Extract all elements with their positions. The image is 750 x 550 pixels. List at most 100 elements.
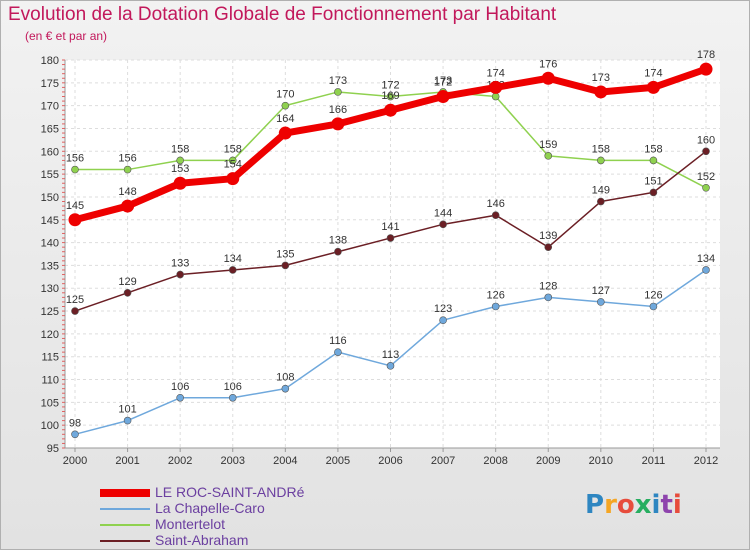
y-tick-label: 100	[41, 420, 59, 432]
data-label: 158	[592, 143, 610, 155]
data-label: 149	[592, 185, 610, 197]
data-point	[278, 126, 292, 140]
data-point	[491, 92, 500, 101]
chart-subtitle: (en € et par an)	[25, 29, 108, 43]
data-point	[228, 266, 237, 274]
data-point	[334, 88, 342, 96]
y-tick-label: 110	[41, 375, 59, 387]
legend-swatch	[100, 489, 150, 497]
line-chart: 95 100 105 110 115 120 125 130 135 140 145 150 155 16…	[41, 49, 720, 467]
data-label: 108	[276, 372, 294, 384]
data-label: 156	[66, 153, 84, 165]
data-point	[436, 90, 450, 104]
x-tick-label: 2011	[642, 455, 666, 467]
data-point	[68, 213, 82, 227]
data-point	[491, 302, 500, 311]
x-tick-label: 2009	[536, 455, 560, 467]
data-label: 145	[66, 200, 84, 212]
data-point	[597, 298, 605, 306]
y-tick-label: 155	[41, 169, 59, 181]
data-point	[281, 101, 290, 110]
data-point	[71, 165, 79, 174]
data-label: 166	[329, 104, 347, 116]
y-tick-label: 120	[41, 329, 59, 341]
data-point	[176, 270, 184, 279]
data-label: 154	[224, 159, 242, 171]
y-tick-label: 135	[41, 260, 59, 272]
data-label: 172	[434, 77, 452, 89]
x-tick-label: 2012	[694, 455, 718, 467]
data-point	[702, 266, 710, 274]
y-tick-label: 150	[41, 192, 59, 204]
x-tick-label: 2004	[273, 455, 297, 467]
data-point	[491, 211, 500, 219]
y-tick-label: 160	[41, 146, 59, 158]
legend-label: LE ROC-SAINT-ANDRé	[155, 484, 305, 500]
data-label: 126	[644, 289, 662, 301]
data-point	[123, 288, 132, 297]
y-tick-label: 130	[41, 283, 59, 295]
logo-letter: o	[616, 490, 635, 520]
data-point	[281, 384, 290, 393]
data-point	[699, 62, 713, 76]
data-label: 116	[329, 335, 347, 347]
y-tick-label: 140	[41, 238, 59, 250]
y-tick-label: 175	[41, 78, 59, 90]
proxiti-logo: Proxiti	[585, 490, 682, 520]
data-point	[176, 393, 184, 402]
data-label: 151	[644, 175, 662, 187]
logo-letter: t	[660, 490, 673, 520]
data-label: 156	[118, 153, 136, 165]
legend-label: Montertelot	[155, 516, 226, 532]
data-label: 159	[539, 139, 557, 151]
x-tick-label: 2007	[431, 455, 455, 467]
data-point	[439, 316, 447, 324]
data-label: 106	[224, 381, 242, 393]
data-point	[123, 165, 132, 174]
y-tick-label: 125	[41, 306, 59, 318]
data-point	[176, 156, 184, 165]
data-label: 152	[697, 171, 715, 183]
data-point	[384, 103, 397, 117]
data-point	[597, 197, 605, 206]
data-label: 146	[486, 198, 504, 210]
data-label: 113	[382, 349, 400, 361]
data-point	[439, 220, 447, 229]
data-point	[281, 261, 290, 270]
data-label: 101	[118, 404, 136, 416]
data-point	[386, 234, 395, 242]
data-label: 170	[276, 89, 294, 101]
data-point	[226, 172, 240, 186]
x-tick-label: 2005	[326, 455, 350, 467]
data-point	[71, 430, 79, 439]
data-point	[489, 80, 503, 94]
data-point	[71, 307, 79, 315]
x-tick-label: 2008	[483, 455, 507, 467]
data-label: 126	[486, 289, 504, 301]
data-label: 128	[539, 280, 557, 292]
y-tick-label: 115	[41, 352, 59, 364]
data-label: 106	[171, 381, 189, 393]
chart-title: Evolution de la Dotation Globale de Fonc…	[8, 4, 557, 25]
x-tick-label: 2000	[63, 455, 87, 467]
data-point	[702, 184, 710, 192]
data-point	[123, 416, 132, 425]
data-point	[173, 176, 187, 190]
data-point	[331, 117, 345, 131]
data-label: 178	[697, 49, 715, 61]
data-label: 176	[539, 58, 557, 70]
logo-letter: r	[604, 490, 617, 520]
logo-letter: x	[634, 490, 652, 520]
data-point	[121, 199, 135, 213]
data-label: 138	[329, 235, 347, 247]
data-point	[541, 71, 555, 85]
y-tick-label: 170	[41, 101, 59, 113]
data-point	[649, 302, 658, 311]
data-label: 173	[329, 75, 347, 87]
data-label: 174	[486, 67, 504, 79]
data-point	[649, 188, 658, 197]
legend-label: Saint-Abraham	[155, 532, 249, 548]
data-label: 127	[592, 285, 610, 297]
data-point	[544, 293, 553, 302]
data-label: 125	[66, 294, 84, 306]
